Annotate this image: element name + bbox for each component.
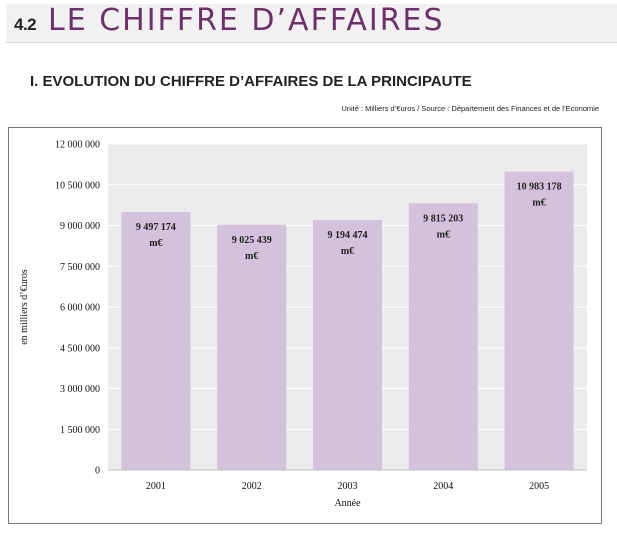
data-label-value: 10 983 178: [517, 182, 562, 193]
x-tick-label: 2004: [433, 481, 453, 492]
y-tick-label: 9 000 000: [60, 221, 100, 232]
y-axis-title: en milliers d’€uros: [19, 269, 30, 345]
y-tick-label: 7 500 000: [60, 262, 100, 273]
section-number: 4.2: [14, 15, 37, 34]
chart-subtitle: I. EVOLUTION DU CHIFFRE D’AFFAIRES DE LA…: [30, 73, 472, 90]
y-tick-label: 1 500 000: [60, 425, 100, 436]
header-band: [6, 4, 617, 43]
bar-2004: [408, 203, 478, 471]
chart-frame: 0 1 500 000 3 000 000 4 500 000 6 000 000 7 5…: [8, 127, 602, 524]
data-label-unit: m€: [341, 246, 354, 257]
data-label-value: 9 194 474: [328, 230, 368, 241]
y-tick-label: 3 000 000: [60, 384, 100, 395]
data-label-value: 9 025 439: [232, 235, 272, 246]
bar-2001: [121, 211, 191, 470]
section-title: LE CHIFFRE D’AFFAIRES: [48, 3, 445, 38]
x-tick-label: 2001: [146, 481, 166, 492]
data-label-unit: m€: [437, 229, 450, 240]
x-tick-label: 2002: [242, 481, 262, 492]
bar-2003: [313, 220, 382, 470]
y-tick-label: 10 500 000: [55, 180, 100, 191]
data-label-unit: m€: [245, 251, 258, 262]
data-label-unit: m€: [149, 238, 162, 249]
bar-chart: 0 1 500 000 3 000 000 4 500 000 6 000 000 7 5…: [19, 140, 587, 509]
x-tick-label: 2005: [529, 481, 549, 492]
data-label-value: 9 815 203: [423, 213, 463, 224]
data-label-value: 9 497 174: [136, 222, 176, 233]
bar-2005: [504, 171, 574, 470]
unit-source-note: Unité : Milliers d’€uros / Source : Dépa…: [341, 104, 599, 113]
x-axis-title: Année: [334, 498, 361, 509]
y-tick-label: 6 000 000: [60, 303, 100, 314]
bar-2002: [217, 224, 287, 470]
y-tick-label: 0: [95, 466, 100, 477]
x-tick-label: 2003: [338, 481, 358, 492]
data-label-unit: m€: [532, 198, 545, 209]
y-tick-label: 4 500 000: [60, 343, 100, 354]
y-tick-label: 12 000 000: [55, 140, 100, 151]
